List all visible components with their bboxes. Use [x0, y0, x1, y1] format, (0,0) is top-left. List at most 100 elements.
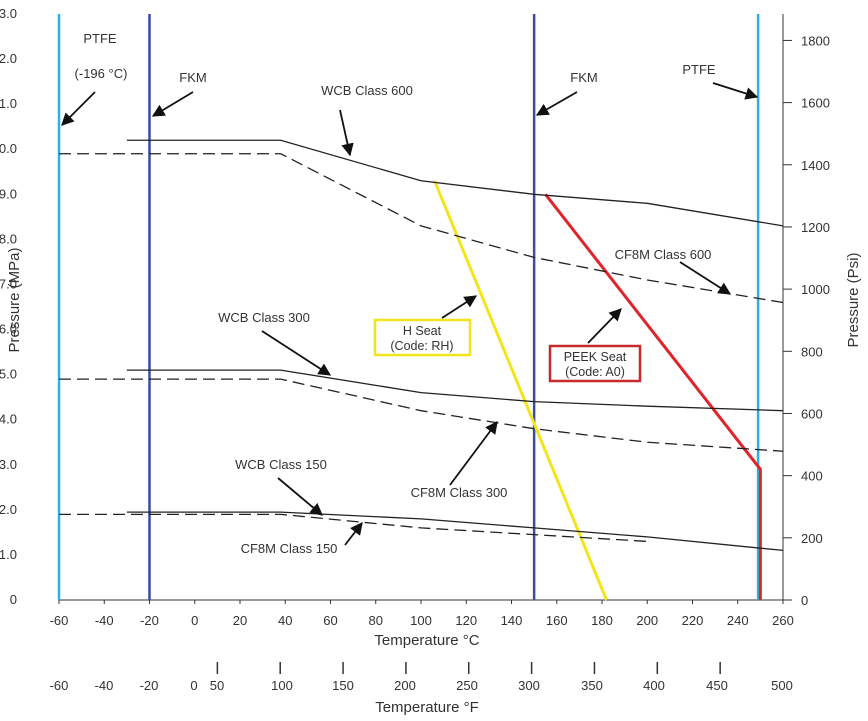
label-background [405, 484, 513, 501]
label-background [681, 61, 717, 78]
h-seat-code-label: (Code: RH) [390, 339, 453, 353]
x-tick-label: 100 [410, 613, 432, 628]
f-tick-label: 200 [394, 678, 416, 693]
peek-seat-box [548, 344, 642, 383]
f-tick-label: 50 [210, 678, 224, 693]
x-tick-label: 200 [636, 613, 658, 628]
y-tick-label: 4.0 [0, 412, 17, 427]
x-tick-label: 20 [233, 613, 247, 628]
annotation-arrow [277, 477, 323, 516]
x-tick-label: 0 [191, 613, 198, 628]
rating-line [126, 139, 784, 227]
f-tick-label: -20 [140, 678, 159, 693]
y-axis-title: Pressure (MPa) [6, 247, 23, 352]
label-background [231, 456, 331, 473]
x-tick-label: -60 [50, 613, 69, 628]
annotation-arrow [441, 295, 478, 319]
annotation-arrow [679, 261, 732, 295]
annotation-arrow [344, 522, 363, 546]
label-background [82, 30, 118, 47]
seat-lines [433, 180, 762, 601]
f-tick-label: 150 [332, 678, 354, 693]
f-tick-label: -60 [50, 678, 69, 693]
rating-line [126, 369, 784, 412]
label-background [214, 309, 314, 326]
annotation-arrow [261, 330, 332, 376]
x-tick-label: 160 [546, 613, 568, 628]
y-tick-label: 0 [10, 592, 17, 607]
fkm-high-label: FKM [570, 70, 597, 85]
f-tick-label: 500 [771, 678, 793, 693]
label-background [570, 69, 598, 86]
y-tick-label: 1.0 [0, 547, 17, 562]
annotation-arrow [449, 420, 498, 486]
f-tick-label: 0 [190, 678, 197, 693]
wcb-class-150-label: WCB Class 150 [235, 457, 327, 472]
rating-line [59, 378, 784, 452]
ptfe-high-label: PTFE [682, 62, 716, 77]
peek-seat-label: PEEK Seat [564, 350, 627, 364]
y2-tick-label: 800 [801, 344, 823, 359]
f-tick-label: 350 [581, 678, 603, 693]
annotation-arrow [712, 82, 759, 100]
y2-axis-title: Pressure (Psi) [845, 252, 862, 347]
y-tick-label: 10.0 [0, 141, 17, 156]
x-tick-label: 240 [727, 613, 749, 628]
x-tick-label: -20 [140, 613, 159, 628]
y2-tick-label: 1800 [801, 33, 830, 48]
label-background [65, 65, 137, 82]
y-tick-label: 11.0 [0, 96, 17, 111]
y2-tick-label: 1000 [801, 282, 830, 297]
f-tick-label: 250 [456, 678, 478, 693]
y-tick-label: 5.0 [0, 367, 17, 382]
ptfe-low-temp-label: (-196 °C) [75, 66, 128, 81]
annotation-arrow [535, 91, 578, 116]
label-background [179, 69, 207, 86]
wcb-class-600-label: WCB Class 600 [321, 83, 413, 98]
axes: -60 -40 -20 0 20 40 60 80 100 120 140 160 180 200 220 2… [0, 6, 830, 693]
h-seat-box [373, 318, 472, 357]
vertical-limit-lines [57, 14, 760, 600]
label-background [609, 246, 717, 263]
annotation-arrow [587, 308, 622, 344]
y2-tick-label: 1400 [801, 158, 830, 173]
annotation-arrow [61, 91, 96, 126]
y2-tick-label: 0 [801, 593, 808, 608]
cf8m-class-300-label: CF8M Class 300 [411, 485, 508, 500]
y2-tick-label: 400 [801, 469, 823, 484]
x-tick-label: 140 [501, 613, 523, 628]
ptfe-low-label: PTFE [83, 31, 117, 46]
x-tick-label: 120 [455, 613, 477, 628]
x-axis-title: Temperature °C [374, 632, 479, 649]
rating-line [126, 511, 784, 552]
cf8m-class-150-label: CF8M Class 150 [241, 541, 338, 556]
x-tick-label: 260 [772, 613, 794, 628]
x-tick-label: 220 [682, 613, 704, 628]
y-tick-label: 2.0 [0, 502, 17, 517]
y-tick-label: 13.0 [0, 6, 17, 21]
x-tick-label: 40 [278, 613, 292, 628]
y2-tick-label: 600 [801, 406, 823, 421]
y-tick-label: 9.0 [0, 186, 17, 201]
x2-axis-title: Temperature °F [375, 699, 479, 716]
seat-line [433, 180, 608, 601]
peek-seat-code-label: (Code: A0) [565, 365, 625, 379]
annotation-arrow [151, 91, 194, 117]
y-tick-label: 8.0 [0, 231, 17, 246]
f-tick-label: 450 [706, 678, 728, 693]
label-background [235, 540, 343, 557]
rating-line [59, 513, 648, 543]
y2-tick-label: 1600 [801, 96, 830, 111]
f-tick-label: -40 [95, 678, 114, 693]
x-tick-label: 80 [369, 613, 383, 628]
x-tick-label: 180 [591, 613, 613, 628]
f-tick-label: 300 [518, 678, 540, 693]
fkm-low-label: FKM [179, 70, 206, 85]
rating-lines [59, 139, 784, 552]
annotations: PTFE (-196 °C) FKM FKM PTFE WCB Class 600 CF8M… [61, 30, 759, 557]
axis-labels: Temperature °C Temperature °F Pressure (… [6, 247, 862, 716]
y-tick-label: 12.0 [0, 51, 17, 66]
f-tick-label: 400 [643, 678, 665, 693]
f-tick-label: 100 [271, 678, 293, 693]
